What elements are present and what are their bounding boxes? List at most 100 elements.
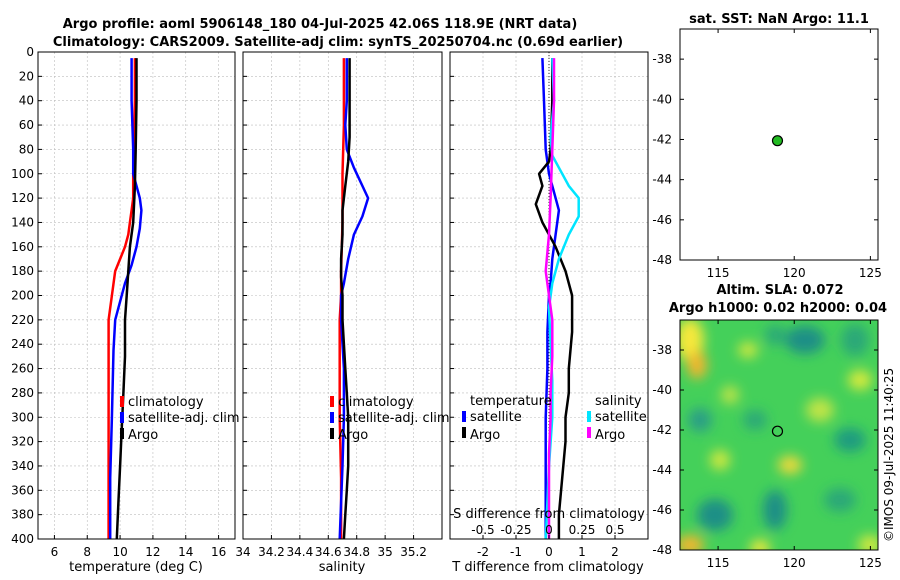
sst-ytick-label-42: -42 [652,132,672,146]
dif-legend-salinity-title: salinity [595,394,642,409]
temp-xtick-label-5: 16 [211,545,226,559]
difference-legend-salinity: salinity satellite Argo [587,394,647,443]
sla-ytick-label-38: -38 [652,343,672,357]
sst-xtick-label-120: 120 [783,266,806,280]
sal-legend-argo-label: Argo [338,428,368,443]
sla-xtick-label-125: 125 [859,556,882,570]
sst-ytick-label-38: -38 [652,52,672,66]
sla-ytick-label-48: -48 [652,543,672,557]
dif-legend-targo-label: Argo [470,428,500,443]
temp-series-satellite-adj-clim [108,58,143,539]
sla-xtick-label-115: 115 [707,556,730,570]
sst-xtick-label-125: 125 [859,266,882,280]
sst-ytick-label-48: -48 [652,253,672,267]
temp-xtick-label-4: 14 [178,545,193,559]
dif-legend-ssat-swatch [587,411,591,422]
legend-climatology-label: climatology [128,395,204,410]
sst-map-points [771,135,784,147]
legend-argo-label: Argo [128,428,158,443]
sal-xtick-label-5: 35 [378,545,393,559]
sal-legend-climatology-label: climatology [338,395,414,410]
temperature-ticks: 0 20 40 60 80 100 120 140 160 180 200 220 240 260 280 3… [11,45,226,559]
sal-xtick-label-0: 34 [235,545,250,559]
temp-xtick-label-1: 8 [83,545,91,559]
depth-tick-label-380: 380 [11,508,34,522]
difference-legend-temperature: temperature satellite Argo [462,394,552,443]
sla-map-title-line1: Altim. SLA: 0.072 [717,283,844,298]
dif-legend-temperature-title: temperature [470,394,552,409]
depth-tick-label-220: 220 [11,313,34,327]
sst-float-marker-0 [771,135,784,147]
depth-tick-label-0: 0 [26,45,34,59]
sal-legend-satellite-swatch [330,412,334,423]
s-diff-tick-label-0: -0.5 [471,523,494,537]
legend-climatology-swatch [120,396,124,407]
figure-title-line2: Climatology: CARS2009. Satellite-adj cli… [53,35,623,50]
depth-tick-label-60: 60 [19,118,34,132]
depth-tick-label-300: 300 [11,410,34,424]
imos-watermark: ©IMOS 09-Jul-2025 11:40:25 [882,368,896,542]
depth-tick-label-120: 120 [11,191,34,205]
sla-ytick-label-40: -40 [652,383,672,397]
depth-tick-label-240: 240 [11,337,34,351]
depth-tick-label-20: 20 [19,69,34,83]
sal-xtick-label-2: 34.4 [286,545,313,559]
sst-xtick-label-115: 115 [707,266,730,280]
depth-tick-label-400: 400 [11,532,34,546]
sla-map-points [771,425,784,437]
sla-map-ticks: 115 120 125 -38 -40 -42 -44 -46 -48 [652,320,882,570]
sst-ytick-label-40: -40 [652,92,672,106]
sla-map-panel: Altim. SLA: 0.072 Argo h1000: 0.02 h2000… [652,283,887,570]
s-diff-tick-label-4: 0.5 [605,523,624,537]
difference-ticks: -2 -1 0 1 2 [450,51,619,559]
dif-legend-sargo-label: Argo [595,428,625,443]
dif-series-salinity-argo [544,58,556,539]
sla-float-marker-0 [771,425,784,437]
salinity-panel: 34 34.2 34.4 34.6 34.8 35 35.2 salinity climat… [235,51,450,575]
sal-legend-satellite-label: satellite-adj. clim [338,411,450,426]
depth-tick-label-40: 40 [19,94,34,108]
temperature-panel: 0 20 40 60 80 100 120 140 160 180 200 220 240 260 280 3… [11,45,240,575]
difference-grid [450,51,648,540]
sla-xtick-label-120: 120 [783,556,806,570]
sla-heatmap [680,320,878,550]
sst-map-ticks: 115 120 125 -38 -40 -42 -44 -46 -48 [652,29,882,280]
dif-xtick-label-2: 0 [545,545,553,559]
depth-tick-label-160: 160 [11,240,34,254]
sal-xtick-label-4: 34.8 [343,545,370,559]
dif-xtick-label-1: -1 [510,545,522,559]
s-difference-label: S difference from climatology [453,507,645,522]
salinity-lines [338,58,370,540]
depth-tick-label-180: 180 [11,264,34,278]
sal-series-argo [339,58,351,540]
depth-tick-label-260: 260 [11,362,34,376]
temp-xtick-label-0: 6 [51,545,59,559]
sal-series-satellite-adj-clim [338,58,370,540]
temp-xtick-label-2: 10 [112,545,127,559]
s-diff-tick-label-1: -0.25 [500,523,531,537]
sst-map-panel: sat. SST: NaN Argo: 11.1 115 120 125 -38 -40… [652,12,881,280]
dif-series-temperature-argo [534,58,574,539]
sla-map-frame [679,319,879,551]
depth-tick-label-140: 140 [11,215,34,229]
salinity-legend: climatology satellite-adj. clim Argo [330,395,450,443]
sla-ytick-label-44: -44 [652,463,672,477]
sal-xtick-label-1: 34.2 [258,545,285,559]
sal-xtick-label-3: 34.6 [315,545,342,559]
dif-legend-tsat-swatch [462,411,466,422]
legend-argo-swatch [120,428,124,439]
dif-xtick-label-4: 2 [611,545,619,559]
s-difference-ticks: -0.5 -0.25 0 0.25 0.5 [471,523,624,537]
temp-series-argo [115,58,138,540]
difference-xlabel: T difference from climatology [451,560,644,575]
dif-xtick-label-3: 1 [578,545,586,559]
dif-legend-tsat-label: satellite [470,410,522,425]
depth-tick-label-200: 200 [11,289,34,303]
dif-xtick-label-0: -2 [477,545,489,559]
sla-ytick-label-46: -46 [652,503,672,517]
legend-satellite-label: satellite-adj. clim [128,411,240,426]
sal-legend-argo-swatch [330,428,334,439]
temperature-xlabel: temperature (deg C) [69,560,203,575]
sst-ytick-label-46: -46 [652,213,672,227]
